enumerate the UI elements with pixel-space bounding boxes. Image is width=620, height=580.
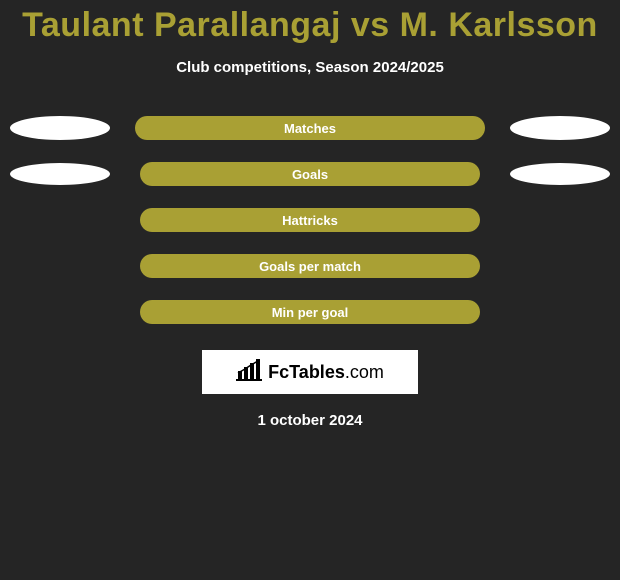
right-value-marker-wrap: [485, 116, 620, 140]
stat-bar: Min per goal: [140, 300, 480, 324]
date-label: 1 october 2024: [257, 412, 362, 429]
logo-text: FcTables.com: [268, 362, 384, 383]
stat-row: Min per goal: [0, 300, 620, 324]
left-value-marker-wrap: [0, 163, 140, 185]
stat-bar: Matches: [135, 116, 485, 140]
stat-bar: Hattricks: [140, 208, 480, 232]
page-title: Taulant Parallangaj vs M. Karlsson: [22, 6, 598, 45]
logo-text-light: .com: [345, 362, 384, 382]
stat-bar-wrap: Min per goal: [140, 300, 480, 324]
stat-bar: Goals: [140, 162, 480, 186]
page-subtitle: Club competitions, Season 2024/2025: [176, 59, 444, 76]
stat-label: Min per goal: [272, 305, 349, 320]
stat-rows: Matches Goals Hatt: [0, 116, 620, 324]
right-value-ellipse: [510, 163, 610, 185]
stat-bar: Goals per match: [140, 254, 480, 278]
stat-label: Goals per match: [259, 259, 361, 274]
left-value-ellipse: [10, 116, 110, 140]
chart-bars-icon: [236, 359, 262, 386]
stat-row: Matches: [0, 116, 620, 140]
stat-label: Hattricks: [282, 213, 338, 228]
logo-badge: FcTables.com: [202, 350, 418, 394]
logo-text-bold: FcTables: [268, 362, 345, 382]
stat-bar-wrap: Matches: [135, 116, 485, 140]
stat-row: Goals per match: [0, 254, 620, 278]
right-value-marker-wrap: [480, 163, 620, 185]
stat-bar-wrap: Goals: [140, 162, 480, 186]
stat-row: Goals: [0, 162, 620, 186]
stat-label: Matches: [284, 121, 336, 136]
stat-bar-wrap: Goals per match: [140, 254, 480, 278]
right-value-ellipse: [510, 116, 610, 140]
stat-row: Hattricks: [0, 208, 620, 232]
stat-bar-wrap: Hattricks: [140, 208, 480, 232]
stat-label: Goals: [292, 167, 328, 182]
left-value-marker-wrap: [0, 116, 135, 140]
infographic-container: Taulant Parallangaj vs M. Karlsson Club …: [0, 0, 620, 429]
left-value-ellipse: [10, 163, 110, 185]
